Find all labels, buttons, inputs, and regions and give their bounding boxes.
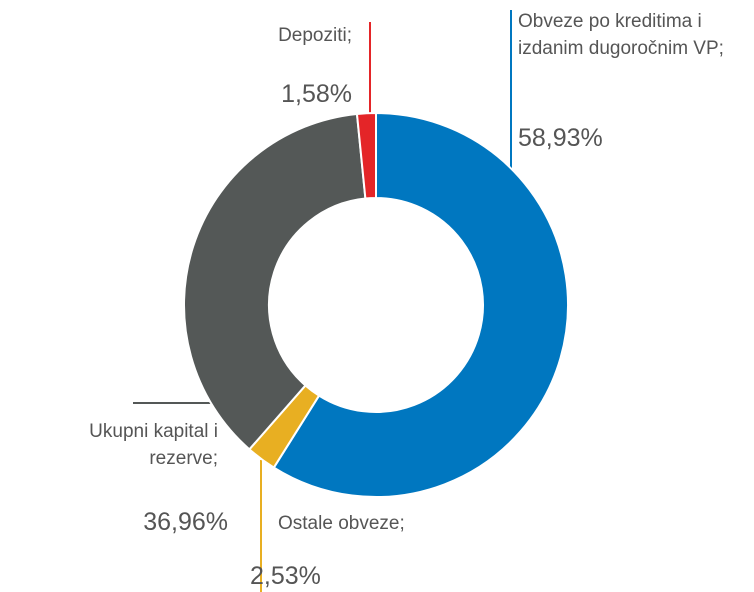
slice-label: Ostale obveze;	[278, 513, 405, 534]
slice-value: 36,96%	[143, 508, 228, 536]
slice-value: 2,53%	[250, 562, 321, 590]
slice-label: Ukupni kapital i rezerve;	[89, 421, 218, 469]
slice-label: Obveze po kreditima i izdanim dugoročnim…	[518, 11, 724, 59]
donut-slice	[355, 111, 377, 200]
donut-slice	[183, 112, 367, 451]
slice-value: 58,93%	[518, 124, 603, 152]
slice-value: 1,58%	[281, 80, 352, 108]
donut-slice	[272, 111, 569, 498]
slice-label: Depoziti;	[278, 25, 352, 46]
